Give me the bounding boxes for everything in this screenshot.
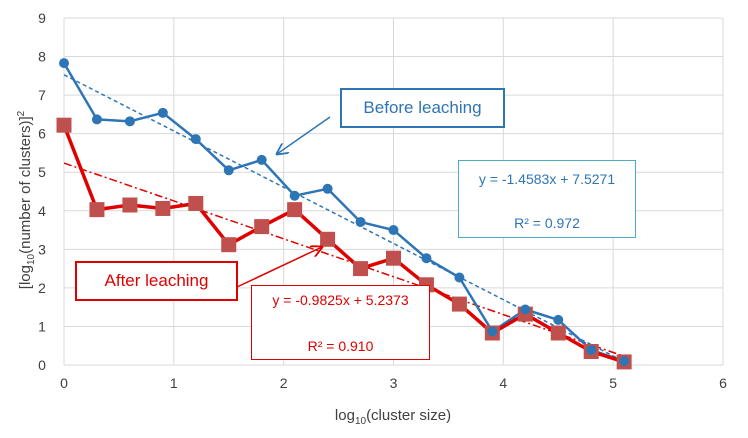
after-leaching-label: After leaching [104, 271, 209, 290]
trendlines [63, 74, 625, 363]
y-tick-label: 2 [38, 280, 46, 296]
y-tick-label: 5 [38, 164, 46, 180]
x-tick-label: 6 [719, 375, 727, 391]
x-tick-label: 4 [499, 375, 507, 391]
x-axis-title-part2: (cluster size) [366, 407, 451, 424]
after-leaching-point [56, 117, 72, 133]
after-leaching-point [550, 325, 566, 341]
x-tick-label: 5 [609, 375, 617, 391]
x-axis-title-sub: 10 [355, 416, 367, 427]
after-leaching-point [89, 202, 105, 218]
after-leaching-point [386, 250, 401, 266]
after-leaching-point [254, 219, 270, 235]
before-leaching-point [256, 154, 267, 165]
before-leaching-point [223, 165, 234, 176]
before-leaching-point [124, 116, 135, 127]
after-leaching-callout: After leaching [75, 261, 238, 301]
y-tick-labels: 0 1 2 3 4 5 6 7 8 9 [38, 10, 46, 373]
x-tick-label: 3 [390, 375, 398, 391]
y-tick-label: 9 [38, 10, 46, 26]
y-tick-label: 0 [38, 357, 46, 373]
before-leaching-point [454, 272, 465, 283]
after-leaching-point [451, 296, 467, 312]
x-tick-labels: 0 1 2 3 4 5 6 [60, 375, 727, 391]
before-leaching-point [520, 304, 531, 315]
y-tick-label: 4 [38, 203, 46, 219]
before-leaching-point [190, 134, 201, 145]
x-axis-title: log10(cluster size) [335, 407, 451, 427]
before-leaching-callout: Before leaching [340, 88, 505, 128]
before-leaching-point [388, 225, 399, 236]
y-tick-label: 8 [38, 49, 46, 65]
before-fit-box: y = -1.4583x + 7.5271 R² = 0.972 [458, 160, 636, 238]
y-tick-label: 1 [38, 318, 46, 334]
y-axis-title-part1: [log [17, 265, 34, 289]
before-leaching-point [553, 314, 564, 325]
after-leaching-point [287, 202, 303, 218]
after-leaching-point [353, 261, 369, 277]
after-leaching-point [155, 200, 171, 216]
y-axis-title-part2: (number of clusters)] [17, 116, 34, 254]
x-tick-label: 0 [60, 375, 68, 391]
after-leaching-point [188, 195, 204, 211]
y-tick-label: 7 [38, 87, 46, 103]
before-leaching-point [289, 190, 300, 201]
x-axis-title-part1: log [335, 407, 355, 424]
before-leaching-point [586, 344, 597, 355]
after-fit-box: y = -0.9825x + 5.2373 R² = 0.910 [251, 285, 430, 360]
after-fit-r2: R² = 0.910 [307, 338, 374, 354]
before-leaching-point [157, 107, 168, 118]
before-fit-equation: y = -1.4583x + 7.5271 [478, 171, 616, 187]
series-markers [56, 58, 632, 370]
before-leaching-point [59, 58, 69, 69]
before-leaching-point [619, 356, 630, 367]
before-leaching-point [421, 253, 432, 264]
after-leaching-point [221, 237, 237, 253]
before-leaching-point [355, 216, 366, 227]
after-leaching-arrow [236, 247, 322, 288]
after-leaching-point [122, 197, 138, 213]
after-leaching-point [320, 231, 336, 247]
before-leaching-point [487, 326, 498, 337]
y-axis-title-sup: 2 [16, 110, 27, 116]
before-leaching-point [322, 183, 333, 194]
before-leaching-label: Before leaching [363, 98, 482, 117]
x-tick-label: 1 [170, 375, 178, 391]
y-axis-title: [log10(number of clusters)]2 [16, 110, 37, 289]
before-leaching-point [91, 114, 102, 125]
trendline [63, 162, 625, 357]
after-fit-equation: y = -0.9825x + 5.2373 [272, 292, 409, 308]
before-fit-r2: R² = 0.972 [514, 215, 580, 231]
y-tick-label: 3 [38, 241, 46, 257]
y-axis-title-sub: 10 [26, 253, 37, 265]
x-tick-label: 2 [280, 375, 288, 391]
before-leaching-arrow [277, 116, 331, 154]
callout-arrows [236, 116, 331, 288]
y-tick-label: 6 [38, 126, 46, 142]
